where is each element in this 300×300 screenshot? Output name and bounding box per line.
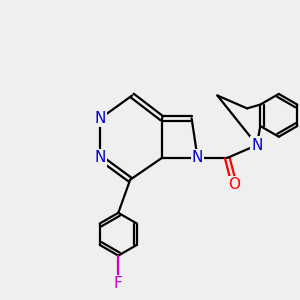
Text: N: N bbox=[95, 111, 106, 126]
Text: N: N bbox=[95, 150, 106, 165]
Text: N: N bbox=[251, 137, 263, 152]
Text: O: O bbox=[228, 177, 240, 192]
Text: N: N bbox=[192, 150, 203, 165]
Text: F: F bbox=[114, 276, 123, 291]
